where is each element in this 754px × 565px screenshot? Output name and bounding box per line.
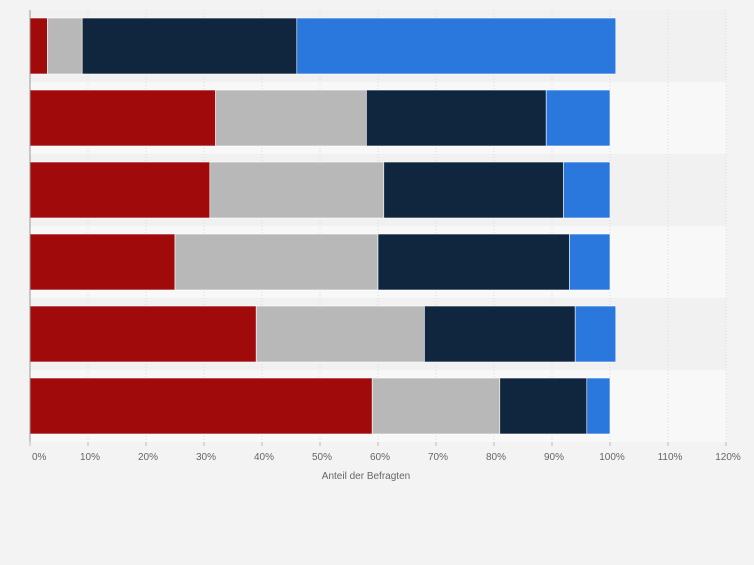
x-tick-label: 110% xyxy=(658,452,683,463)
x-tick-label: 70% xyxy=(428,452,448,463)
bar-segment-2 xyxy=(47,17,83,75)
x-tick-label: 10% xyxy=(80,452,100,463)
bar-segment-2 xyxy=(209,161,385,219)
x-tick-label: 0% xyxy=(32,452,47,463)
bar-segment-1 xyxy=(29,89,216,147)
bar-segment-3 xyxy=(383,161,564,219)
bar-segment-4 xyxy=(563,161,611,219)
bar-segment-4 xyxy=(569,233,611,291)
bar-segment-2 xyxy=(174,233,379,291)
bar-segment-3 xyxy=(499,377,588,435)
bar-segment-1 xyxy=(29,17,48,75)
bar-segment-4 xyxy=(296,17,617,75)
x-tick-label: 100% xyxy=(599,452,625,463)
x-tick-label: 50% xyxy=(312,452,332,463)
bar-segment-4 xyxy=(574,305,617,363)
bar-segment-4 xyxy=(545,89,611,147)
bar-segment-3 xyxy=(81,17,298,75)
bar-segment-4 xyxy=(586,377,611,435)
bar-segment-1 xyxy=(29,305,257,363)
bar-segment-2 xyxy=(371,377,501,435)
bar-segment-3 xyxy=(366,89,547,147)
x-tick-label: 80% xyxy=(486,452,506,463)
x-tick-label: 20% xyxy=(138,452,158,463)
bar-segment-3 xyxy=(424,305,576,363)
x-tick-label: 120% xyxy=(715,452,741,463)
bar-segment-1 xyxy=(29,161,211,219)
bar-segment-2 xyxy=(255,305,425,363)
bar-segment-1 xyxy=(29,377,373,435)
x-axis-title: Anteil der Befragten xyxy=(322,471,410,482)
x-tick-label: 30% xyxy=(196,452,216,463)
bar-segment-2 xyxy=(215,89,367,147)
bar-segment-1 xyxy=(29,233,176,291)
x-tick-label: 40% xyxy=(254,452,274,463)
x-tick-label: 90% xyxy=(544,452,564,463)
x-tick-label: 60% xyxy=(370,452,390,463)
bar-segment-3 xyxy=(377,233,570,291)
